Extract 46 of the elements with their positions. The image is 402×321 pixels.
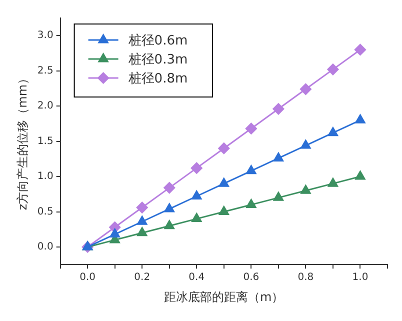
x-tick-label: 0.8: [298, 272, 314, 284]
y-axis-title: z方向产生的位移（mm）: [15, 72, 30, 210]
point: [272, 103, 284, 115]
point: [218, 178, 229, 187]
point: [354, 44, 366, 56]
point: [328, 127, 338, 136]
legend-label: 桩径0.3m: [127, 52, 188, 68]
y-tick-label: 3.0: [37, 30, 54, 42]
point: [164, 220, 174, 230]
point: [137, 216, 148, 225]
point: [300, 184, 311, 194]
y-tick-label: 0.5: [37, 206, 54, 218]
point: [218, 206, 229, 216]
point: [246, 165, 256, 174]
y-tick-label: 2.0: [37, 100, 54, 112]
x-tick-label: 0.6: [243, 272, 260, 284]
y-tick-label: 0.0: [37, 242, 54, 253]
point: [218, 142, 230, 154]
point: [164, 203, 174, 212]
point: [192, 213, 202, 222]
x-axis-title: 距冰底部的距离（m）: [164, 290, 284, 304]
legend-label: 桩径0.6m: [127, 33, 188, 48]
x-tick-label: 0.0: [80, 272, 96, 284]
x-tick-label: 1.0: [352, 272, 368, 284]
point: [192, 190, 202, 200]
x-tick-label: 0.2: [134, 272, 150, 284]
point: [355, 170, 366, 180]
y-tick-label: 1.5: [37, 136, 54, 147]
point: [273, 152, 284, 162]
point: [245, 122, 257, 134]
point: [137, 227, 148, 236]
y-tick-label: 1.0: [37, 171, 54, 182]
point: [164, 182, 176, 194]
point: [328, 178, 338, 187]
point: [355, 114, 366, 124]
point: [300, 83, 312, 95]
point: [136, 202, 148, 214]
y-tick-label: 2.5: [37, 65, 54, 76]
legend-label: 桩径0.8m: [127, 71, 188, 86]
point: [110, 228, 120, 238]
x-tick-label: 0.4: [188, 272, 205, 284]
point: [246, 198, 256, 208]
point: [190, 162, 202, 174]
point: [327, 64, 339, 76]
point: [300, 140, 311, 149]
point: [273, 192, 284, 201]
